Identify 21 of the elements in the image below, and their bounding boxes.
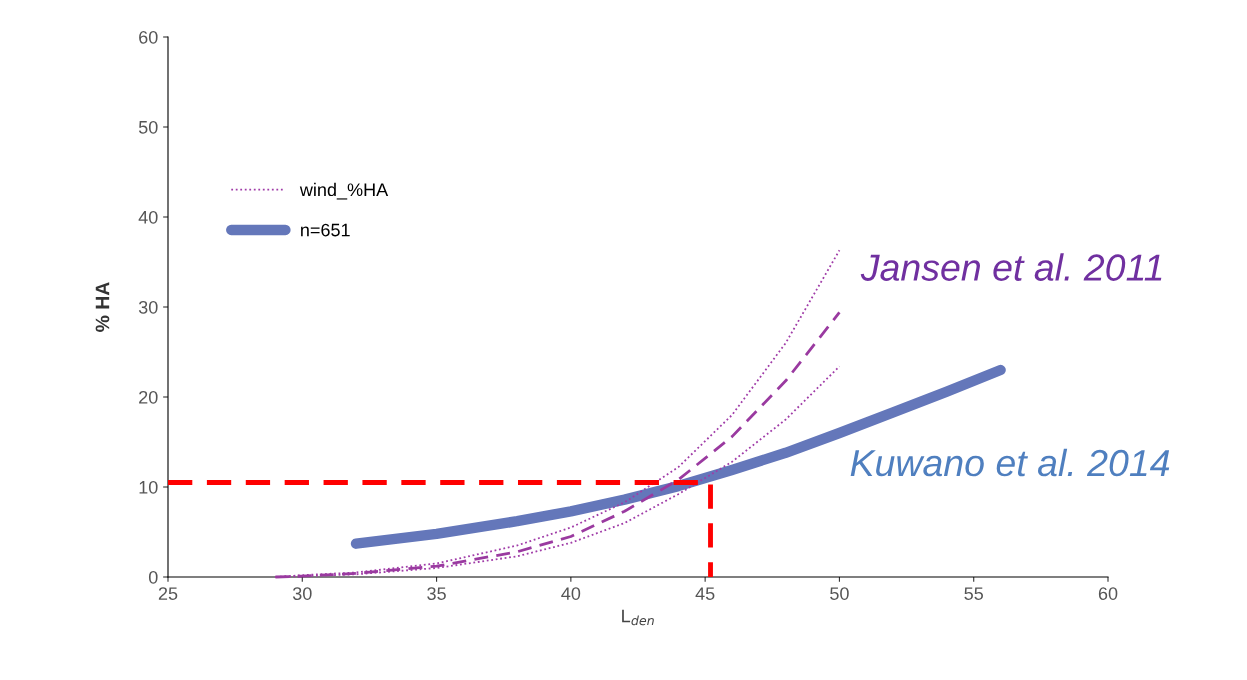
y-tick-label: 50 xyxy=(138,120,158,134)
x-tick-label: 35 xyxy=(427,587,446,600)
annotation: Kuwano et al. 2014 xyxy=(850,448,1170,477)
x-tick-label: 40 xyxy=(561,587,581,600)
x-tick-label: 30 xyxy=(292,587,312,600)
y-axis-title: % HA xyxy=(95,282,110,332)
y-tick-label: 10 xyxy=(139,480,158,494)
x-tick-label: 25 xyxy=(158,587,178,600)
annotation: Jansen et al. 2011 xyxy=(860,253,1162,281)
x-tick-label: 50 xyxy=(830,587,849,600)
x-tick-label: 60 xyxy=(1098,587,1118,600)
y-tick-label: 30 xyxy=(138,300,158,314)
y-tick-label: 20 xyxy=(139,390,158,404)
x-tick-label: 55 xyxy=(964,587,983,600)
legend-label: wind_%HA xyxy=(299,182,389,200)
y-tick-label: 0 xyxy=(148,570,158,584)
x-axis-title: L$_{den}$ xyxy=(622,609,654,626)
y-tick-label: 60 xyxy=(139,30,158,44)
legend-label: n=651 xyxy=(301,223,350,237)
y-tick-label: 40 xyxy=(138,210,158,224)
x-tick-label: 45 xyxy=(695,587,715,600)
